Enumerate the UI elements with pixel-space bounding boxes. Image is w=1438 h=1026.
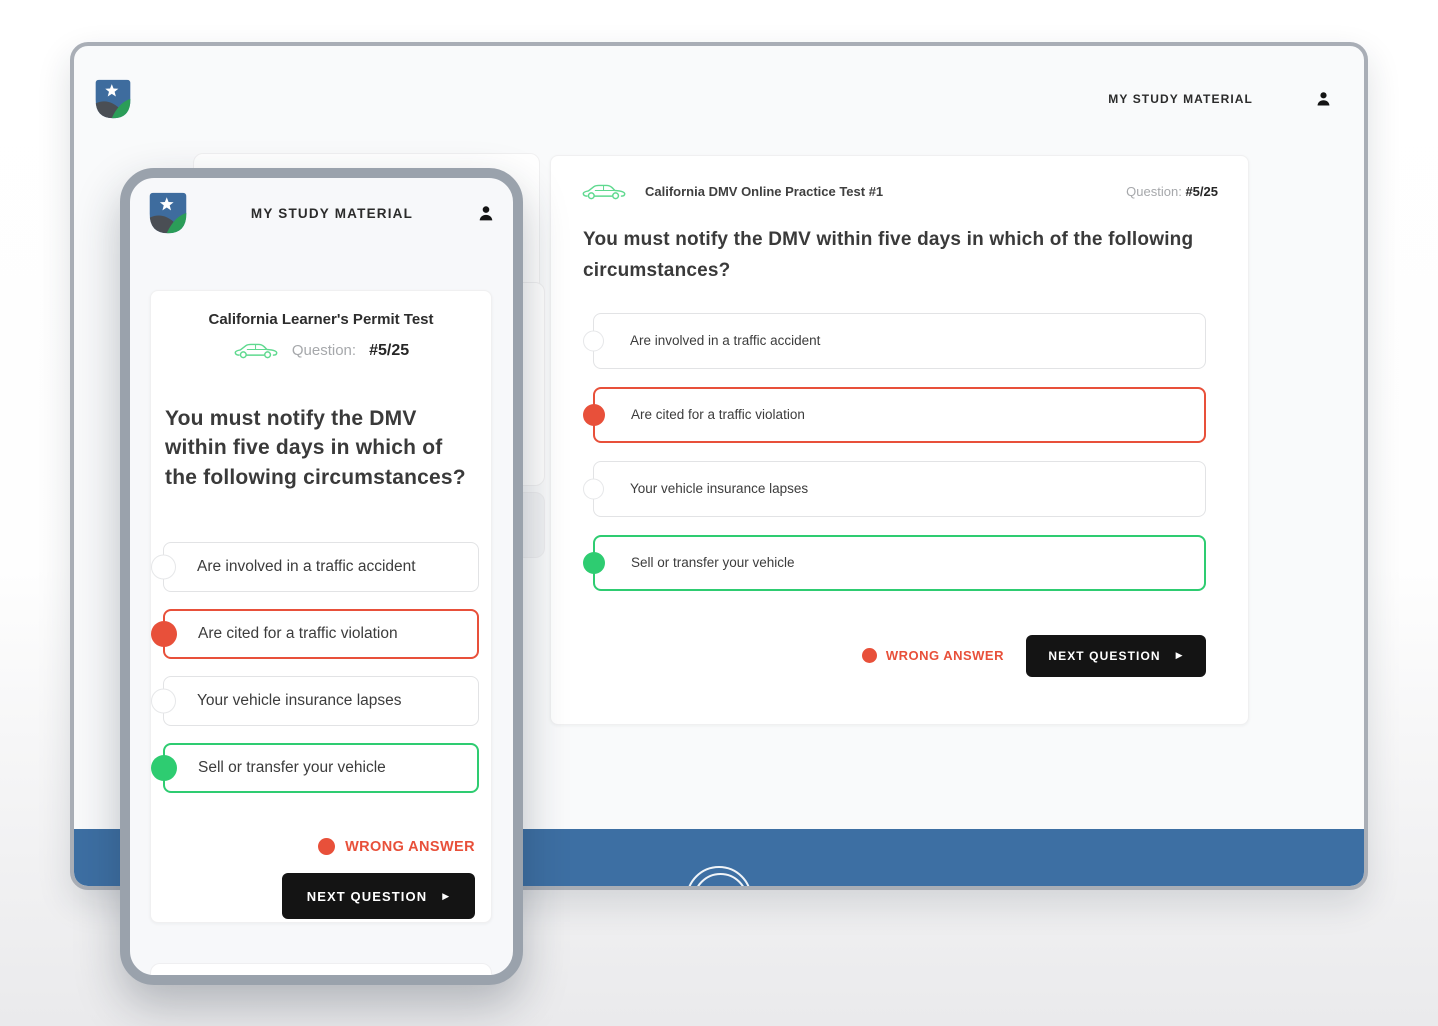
radio-icon [151,688,176,714]
question-text: You must notify the DMV within five days… [583,229,1194,281]
answer-option-3[interactable]: Your vehicle insurance lapses [583,460,1206,517]
answer-option-2-wrong-selected[interactable]: Are cited for a traffic violation [151,609,479,660]
answer-option-label: Are involved in a traffic accident [630,333,821,349]
radio-icon [151,554,176,580]
answer-options-list: Are involved in a traffic accident Are c… [583,312,1206,591]
next-question-button[interactable]: NEXT QUESTION ▶ [1026,634,1206,677]
next-card-peek [150,963,492,975]
question-counter-label: Question: [291,342,357,359]
nav-my-study-material[interactable]: MY STUDY MATERIAL [250,205,414,221]
quiz-card-desktop: California DMV Online Practice Test #1 Q… [550,155,1249,725]
play-arrow-icon: ▶ [1175,650,1184,661]
answer-option-label: Sell or transfer your vehicle [631,555,795,571]
radio-selected-wrong-icon [583,403,605,426]
play-arrow-icon: ▶ [442,890,451,901]
radio-correct-icon [151,755,177,782]
result-label: WRONG ANSWER [345,838,475,855]
radio-correct-icon [583,551,605,574]
test-name: California DMV Online Practice Test #1 [645,184,884,199]
next-question-label: NEXT QUESTION [1048,648,1161,663]
result-indicator: WRONG ANSWER [318,838,475,856]
mobile-header: MY STUDY MATERIAL [130,178,513,235]
next-question-label: NEXT QUESTION [306,888,428,904]
answer-option-label: Your vehicle insurance lapses [630,481,809,497]
user-account-icon[interactable] [477,204,495,223]
result-row: WRONG ANSWER [167,838,475,856]
button-row: NEXT QUESTION ▶ [167,873,475,920]
answer-option-label: Your vehicle insurance lapses [197,692,402,710]
brand-shield-logo-icon[interactable] [149,191,187,235]
quiz-card-footer: WRONG ANSWER NEXT QUESTION ▶ [593,634,1206,677]
radio-selected-wrong-icon [151,621,177,648]
question-counter-label: Question: [1126,184,1182,199]
next-question-button[interactable]: NEXT QUESTION ▶ [282,873,475,920]
desktop-header: MY STUDY MATERIAL [74,46,1364,134]
question-text: You must notify the DMV within five days… [165,407,466,489]
answer-option-label: Sell or transfer your vehicle [198,759,386,777]
answer-option-4-correct[interactable]: Sell or transfer your vehicle [151,743,479,794]
phone-mockup-frame: MY STUDY MATERIAL California Learner's P… [120,168,523,985]
quiz-card-header: California DMV Online Practice Test #1 Q… [581,182,1218,201]
quiz-card-mobile: California Learner's Permit Test Questio… [150,290,492,923]
result-indicator: WRONG ANSWER [861,648,1004,664]
car-icon [233,341,279,360]
answer-option-label: Are cited for a traffic violation [198,625,398,643]
answer-option-2-wrong-selected[interactable]: Are cited for a traffic violation [583,386,1206,443]
answer-option-label: Are involved in a traffic accident [197,558,416,576]
user-account-icon[interactable] [1315,90,1332,108]
radio-icon [583,330,604,352]
question-counter-value: #5/25 [369,341,410,359]
nav-my-study-material[interactable]: MY STUDY MATERIAL [1108,92,1253,106]
answer-options-list: Are involved in a traffic accident Are c… [151,542,479,794]
wrong-dot-icon [318,838,336,856]
question-counter: Question: #5/25 [1126,184,1218,199]
answer-option-1[interactable]: Are involved in a traffic accident [151,542,479,593]
car-icon [581,182,627,201]
wrong-dot-icon [861,648,877,664]
brand-shield-logo-icon[interactable] [95,78,131,120]
question-counter-value: #5/25 [1185,184,1218,199]
answer-option-4-correct[interactable]: Sell or transfer your vehicle [583,534,1206,591]
footer-ring-logo-icon [686,866,752,886]
answer-option-1[interactable]: Are involved in a traffic accident [583,312,1206,369]
test-name: California Learner's Permit Test [208,311,434,328]
answer-option-label: Are cited for a traffic violation [631,407,805,423]
answer-option-3[interactable]: Your vehicle insurance lapses [151,676,479,727]
result-label: WRONG ANSWER [885,648,1004,664]
radio-icon [583,478,604,500]
question-counter: Question: #5/25 [163,341,479,360]
